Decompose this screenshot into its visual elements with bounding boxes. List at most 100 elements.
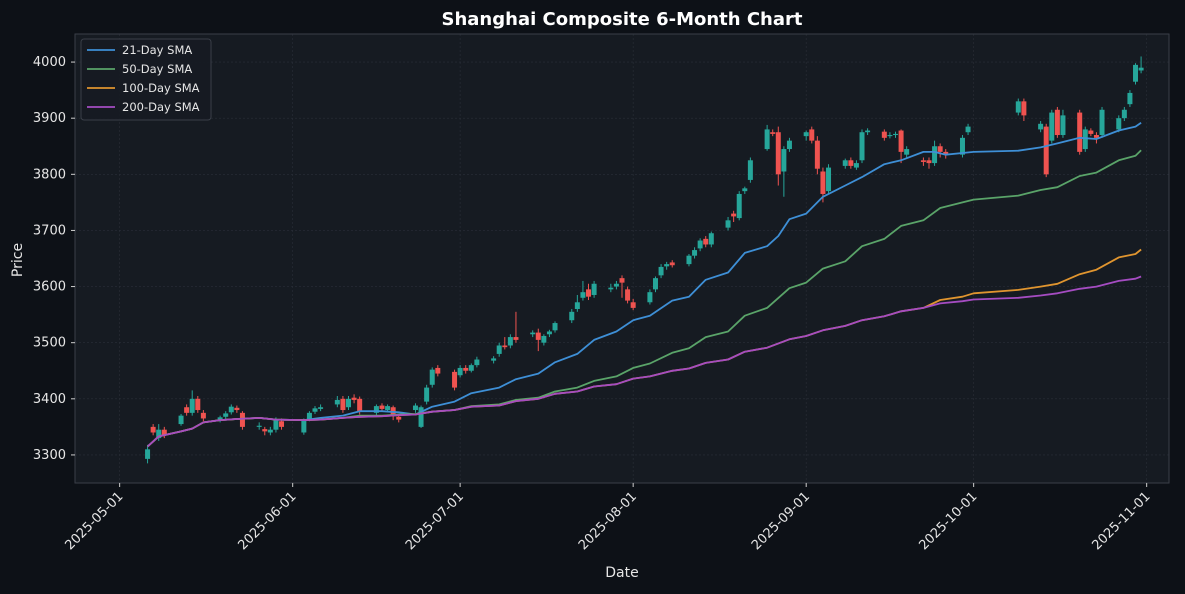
candle-body — [770, 132, 776, 134]
candle-body — [1127, 92, 1133, 105]
candle-body — [865, 130, 871, 133]
grid-lines — [75, 34, 1169, 483]
legend-label: 50-Day SMA — [122, 62, 192, 76]
sma-lines-layer — [146, 121, 1142, 448]
candle-body — [937, 146, 943, 152]
candle-body — [786, 140, 792, 150]
candle-body — [1133, 64, 1139, 82]
y-axis: 3300 3400 3500 3600 3700 3800 3900 4000 — [33, 55, 75, 463]
candle-body — [898, 130, 904, 152]
candle-body — [747, 160, 753, 180]
legend-label: 200-Day SMA — [122, 100, 200, 114]
candle-body — [591, 283, 597, 295]
candles-layer — [145, 56, 1144, 464]
candle-body — [541, 335, 547, 343]
candle-body — [669, 262, 675, 266]
candle-body — [775, 132, 781, 175]
candle-body — [234, 407, 240, 411]
y-tick-label: 3700 — [33, 223, 66, 238]
x-axis-label: Date — [605, 565, 638, 581]
candle-body — [301, 420, 307, 433]
candle-body — [853, 163, 859, 168]
candle-body — [814, 140, 820, 169]
candle-body — [156, 429, 162, 439]
candle-body — [513, 337, 519, 340]
candle-body — [1021, 101, 1027, 116]
candle-body — [848, 160, 854, 166]
candle-body — [273, 419, 279, 430]
y-axis-label: Price — [10, 243, 26, 277]
candle-body — [435, 367, 441, 374]
candle-body — [703, 238, 709, 245]
candle-body — [195, 398, 201, 411]
candle-body — [574, 302, 580, 310]
y-tick-label: 3500 — [33, 336, 66, 351]
candle-body — [1077, 112, 1083, 152]
candle-body — [932, 146, 938, 164]
candle-body — [904, 149, 910, 155]
candle-body — [926, 160, 932, 164]
candle-body — [373, 406, 379, 413]
candle-body — [217, 417, 223, 421]
candle-body — [379, 405, 385, 409]
y-tick-label: 3600 — [33, 280, 66, 295]
y-tick-label: 3900 — [33, 111, 66, 126]
candle-body — [697, 240, 703, 249]
candle-body — [418, 407, 424, 427]
candle-body — [1043, 126, 1049, 175]
candle-body — [502, 345, 508, 348]
candle-body — [1116, 118, 1122, 130]
candle-body — [306, 412, 312, 421]
candle-body — [887, 135, 893, 137]
candle-body — [965, 126, 971, 133]
candle-body — [826, 167, 832, 192]
candle-body — [686, 255, 692, 265]
candle-body — [161, 429, 167, 436]
candle-body — [647, 292, 653, 303]
candle-body — [412, 405, 418, 411]
candle-body — [312, 408, 318, 412]
candle-body — [184, 407, 190, 413]
candle-body — [658, 266, 664, 276]
candle-body — [424, 387, 430, 402]
candle-body — [630, 302, 636, 308]
candle-body — [943, 151, 949, 155]
candle-body — [736, 193, 742, 219]
candle-body — [457, 367, 463, 376]
candle-body — [1060, 115, 1066, 136]
legend: 21-Day SMA 50-Day SMA 100-Day SMA 200-Day S… — [80, 38, 212, 121]
candle-body — [731, 213, 737, 217]
candle-body — [692, 250, 698, 256]
legend-label: 21-Day SMA — [122, 43, 192, 57]
candle-body — [496, 345, 502, 354]
candle-body — [357, 398, 363, 412]
candle-body — [959, 137, 965, 155]
candle-body — [619, 278, 625, 283]
candle-body — [256, 425, 262, 427]
candle-body — [145, 449, 151, 459]
candle-body — [530, 332, 536, 335]
candle-body — [1054, 109, 1060, 136]
candle-body — [346, 398, 351, 408]
candle-body — [1099, 109, 1105, 136]
candle-body — [842, 160, 848, 166]
candle-body — [200, 412, 206, 419]
candle-body — [859, 132, 865, 161]
candle-body — [820, 171, 826, 194]
candle-body — [334, 399, 340, 405]
chart-title: Shanghai Composite 6-Month Chart — [442, 9, 803, 30]
legend-box — [80, 38, 212, 121]
candle-body — [279, 421, 285, 427]
plot-frame — [74, 33, 1170, 484]
y-tick-label: 3300 — [33, 448, 66, 463]
candle-body — [396, 416, 402, 420]
candle-body — [1082, 129, 1088, 150]
candle-body — [552, 323, 558, 331]
candle-body — [318, 407, 324, 409]
candle-body — [580, 292, 586, 298]
candle-body — [1138, 67, 1144, 71]
candle-body — [809, 129, 815, 141]
y-tick-label: 3800 — [33, 167, 66, 182]
candle-body — [725, 220, 731, 228]
